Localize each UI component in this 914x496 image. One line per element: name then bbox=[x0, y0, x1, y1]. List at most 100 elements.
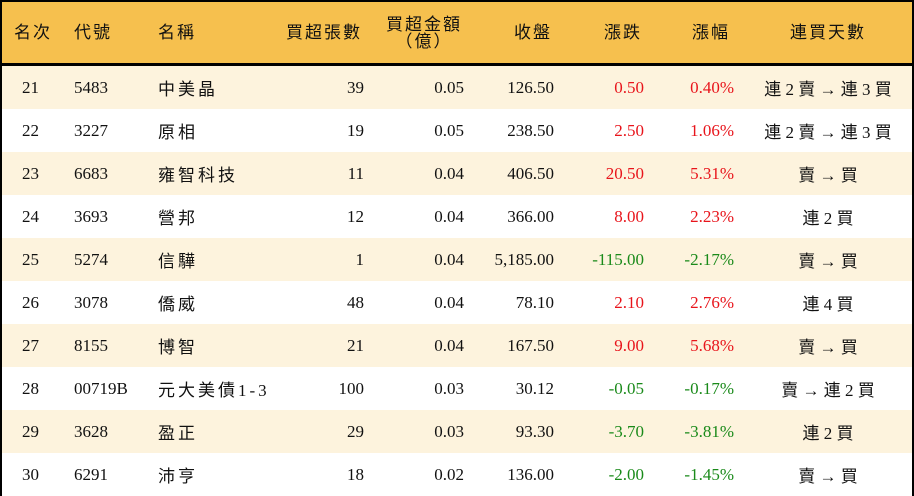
change-pct-cell: 0.40% bbox=[690, 77, 734, 97]
amount-cell: 0.03 bbox=[434, 421, 464, 441]
header-change: 漲跌 bbox=[604, 23, 642, 42]
change-pct-cell: 5.31% bbox=[690, 163, 734, 183]
header-streak: 連買天數 bbox=[790, 23, 866, 42]
streak-cell: 連 2 買 bbox=[802, 209, 854, 228]
change-cell: 20.50 bbox=[605, 163, 644, 183]
close-cell: 126.50 bbox=[507, 77, 554, 97]
change-pct-cell: -3.81% bbox=[684, 421, 734, 441]
change-cell: 9.00 bbox=[614, 335, 644, 355]
change-cell: -3.70 bbox=[608, 421, 644, 441]
amount-cell: 0.05 bbox=[434, 120, 464, 140]
rank-cell: 24 bbox=[22, 206, 39, 226]
streak-cell: 連 4 買 bbox=[802, 295, 854, 314]
table-row: 23 6683 雍智科技 11 0.04 406.50 20.50 5.31% … bbox=[2, 152, 912, 195]
header-net-buy-lots: 買超張數 bbox=[286, 23, 362, 42]
table-row: 24 3693 營邦 12 0.04 366.00 8.00 2.23% 連 2… bbox=[2, 195, 912, 238]
code-cell: 00719B bbox=[74, 378, 128, 398]
rank-cell: 28 bbox=[22, 378, 39, 398]
amount-cell: 0.05 bbox=[434, 77, 464, 97]
name-cell: 原相 bbox=[158, 123, 198, 142]
amount-cell: 0.03 bbox=[434, 378, 464, 398]
lots-cell: 21 bbox=[347, 335, 364, 355]
amount-cell: 0.04 bbox=[434, 335, 464, 355]
amount-cell: 0.04 bbox=[434, 206, 464, 226]
amount-cell: 0.04 bbox=[434, 163, 464, 183]
lots-cell: 1 bbox=[355, 249, 365, 269]
name-cell: 信驊 bbox=[158, 252, 198, 271]
table-row: 29 3628 盈正 29 0.03 93.30 -3.70 -3.81% 連 … bbox=[2, 410, 912, 453]
streak-cell: 連 2 賣 → 連 3 買 bbox=[764, 80, 892, 99]
code-cell: 3693 bbox=[74, 206, 108, 226]
change-pct-cell: -0.17% bbox=[684, 378, 734, 398]
streak-cell: 賣 → 連 2 買 bbox=[781, 381, 875, 400]
table-row: 21 5483 中美晶 39 0.05 126.50 0.50 0.40% 連 … bbox=[2, 66, 912, 109]
lots-cell: 18 bbox=[347, 464, 364, 484]
lots-cell: 12 bbox=[347, 206, 364, 226]
close-cell: 30.12 bbox=[515, 378, 554, 398]
change-pct-cell: 2.76% bbox=[690, 292, 734, 312]
close-cell: 366.00 bbox=[507, 206, 554, 226]
streak-cell: 賣 → 買 bbox=[798, 467, 858, 486]
close-cell: 238.50 bbox=[507, 120, 554, 140]
change-pct-cell: -1.45% bbox=[684, 464, 734, 484]
code-cell: 6683 bbox=[74, 163, 108, 183]
close-cell: 78.10 bbox=[515, 292, 554, 312]
name-cell: 僑威 bbox=[158, 295, 198, 314]
header-code: 代號 bbox=[74, 23, 112, 42]
close-cell: 136.00 bbox=[507, 464, 554, 484]
streak-cell: 賣 → 買 bbox=[798, 338, 858, 357]
name-cell: 雍智科技 bbox=[158, 166, 238, 185]
lots-cell: 19 bbox=[347, 120, 364, 140]
code-cell: 8155 bbox=[74, 335, 108, 355]
table-row: 25 5274 信驊 1 0.04 5,185.00 -115.00 -2.17… bbox=[2, 238, 912, 281]
code-cell: 3078 bbox=[74, 292, 108, 312]
name-cell: 元大美債1-3 bbox=[158, 381, 270, 400]
rank-cell: 29 bbox=[22, 421, 39, 441]
change-cell: 0.50 bbox=[614, 77, 644, 97]
code-cell: 5274 bbox=[74, 249, 108, 269]
name-cell: 博智 bbox=[158, 338, 198, 357]
table-row: 27 8155 博智 21 0.04 167.50 9.00 5.68% 賣 →… bbox=[2, 324, 912, 367]
table-body: 21 5483 中美晶 39 0.05 126.50 0.50 0.40% 連 … bbox=[2, 66, 912, 496]
name-cell: 沛亨 bbox=[158, 467, 198, 486]
change-cell: 8.00 bbox=[614, 206, 644, 226]
streak-cell: 連 2 賣 → 連 3 買 bbox=[764, 123, 892, 142]
rank-cell: 25 bbox=[22, 249, 39, 269]
name-cell: 營邦 bbox=[158, 209, 198, 228]
lots-cell: 100 bbox=[338, 378, 365, 398]
close-cell: 406.50 bbox=[507, 163, 554, 183]
close-cell: 5,185.00 bbox=[494, 249, 555, 269]
code-cell: 3628 bbox=[74, 421, 108, 441]
rank-cell: 21 bbox=[22, 77, 39, 97]
header-name: 名稱 bbox=[158, 23, 196, 42]
header-close: 收盤 bbox=[514, 23, 552, 42]
table-row: 28 00719B 元大美債1-3 100 0.03 30.12 -0.05 -… bbox=[2, 367, 912, 410]
rank-cell: 27 bbox=[22, 335, 39, 355]
amount-cell: 0.02 bbox=[434, 464, 464, 484]
table-header: 名次 代號 名稱 買超張數 買超金額 （億） 收盤 漲跌 漲幅 連買天數 bbox=[2, 2, 912, 66]
change-pct-cell: 2.23% bbox=[690, 206, 734, 226]
table-row: 30 6291 沛亨 18 0.02 136.00 -2.00 -1.45% 賣… bbox=[2, 453, 912, 496]
name-cell: 中美晶 bbox=[158, 80, 218, 99]
streak-cell: 賣 → 買 bbox=[798, 252, 858, 271]
rank-cell: 30 bbox=[22, 464, 39, 484]
lots-cell: 39 bbox=[347, 77, 364, 97]
code-cell: 5483 bbox=[74, 77, 108, 97]
lots-cell: 11 bbox=[347, 163, 364, 183]
table-row: 22 3227 原相 19 0.05 238.50 2.50 1.06% 連 2… bbox=[2, 109, 912, 152]
amount-cell: 0.04 bbox=[434, 249, 464, 269]
lots-cell: 48 bbox=[347, 292, 364, 312]
amount-cell: 0.04 bbox=[434, 292, 464, 312]
lots-cell: 29 bbox=[347, 421, 364, 441]
change-cell: -2.00 bbox=[608, 464, 644, 484]
change-cell: 2.50 bbox=[614, 120, 644, 140]
header-net-buy-amount-line2: （億） bbox=[395, 31, 453, 51]
table-row: 26 3078 僑威 48 0.04 78.10 2.10 2.76% 連 4 … bbox=[2, 281, 912, 324]
streak-cell: 賣 → 買 bbox=[798, 166, 858, 185]
streak-cell: 連 2 買 bbox=[802, 424, 854, 443]
change-pct-cell: -2.17% bbox=[684, 249, 734, 269]
code-cell: 6291 bbox=[74, 464, 108, 484]
change-pct-cell: 1.06% bbox=[690, 120, 734, 140]
change-cell: 2.10 bbox=[614, 292, 644, 312]
